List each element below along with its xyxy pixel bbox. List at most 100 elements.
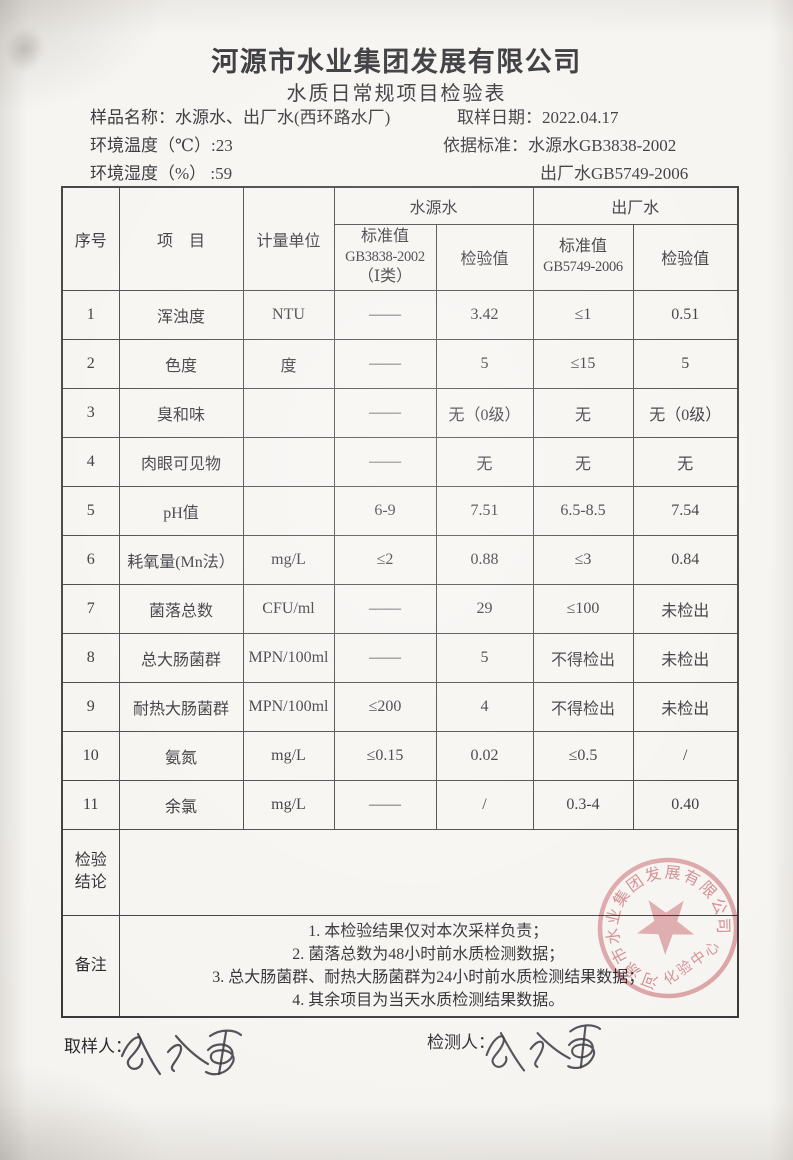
row-number: 10 bbox=[61, 730, 120, 781]
header-unit: 计量单位 bbox=[242, 186, 335, 291]
outlet-standard: ≤100 bbox=[532, 583, 634, 634]
row-number: 9 bbox=[61, 681, 120, 732]
source-value: 29 bbox=[435, 583, 534, 634]
row-number: 5 bbox=[61, 485, 120, 536]
source-standard: ≤200 bbox=[333, 681, 437, 732]
source-value: 3.42 bbox=[435, 289, 534, 340]
source-standard: —— bbox=[333, 583, 437, 634]
note-line: 4. 其余项目为当天水质检测结果数据。 bbox=[292, 991, 565, 1009]
unit: mg/L bbox=[242, 534, 335, 585]
tester-signature bbox=[485, 1024, 602, 1072]
item-name: 总大肠菌群 bbox=[118, 632, 244, 683]
standard-reference-source: 依据标准：水源水GB3838-2002 bbox=[443, 136, 677, 155]
outlet-value: 未检出 bbox=[632, 632, 739, 683]
source-standard: 6-9 bbox=[333, 485, 437, 536]
unit: mg/L bbox=[242, 730, 335, 781]
source-value: 7.51 bbox=[435, 485, 534, 536]
source-standard: —— bbox=[333, 387, 437, 438]
source-value: 0.88 bbox=[435, 534, 534, 585]
table-row: 11 余氯 mg/L —— / 0.3-4 0.40 bbox=[61, 779, 739, 830]
outlet-standard: ≤15 bbox=[532, 338, 634, 389]
sample-name-line: 样品名称：水源水、出厂水(西环路水厂) bbox=[90, 108, 391, 127]
outlet-standard: 无 bbox=[532, 436, 634, 487]
source-value: 4 bbox=[435, 681, 534, 732]
unit: 度 bbox=[242, 338, 335, 389]
row-number: 4 bbox=[61, 436, 120, 487]
sampling-date-line: 取样日期：2022.04.17 bbox=[457, 108, 619, 127]
conclusion-label-line2: 结论 bbox=[74, 874, 107, 891]
stamp-ring bbox=[597, 857, 739, 999]
outlet-value: 无 bbox=[632, 436, 739, 487]
table-row: 6 耗氧量(Mn法） mg/L ≤2 0.88 ≤3 0.84 bbox=[61, 534, 739, 585]
outlet-value: 5 bbox=[632, 338, 739, 389]
header-source-water: 水源水 bbox=[333, 186, 534, 225]
item-name: 色度 bbox=[118, 338, 244, 389]
source-standard-label: 标准值 bbox=[360, 228, 409, 245]
document-title: 水质日常规项目检验表 bbox=[286, 83, 507, 105]
outlet-standard: 不得检出 bbox=[532, 632, 634, 683]
conclusion-label: 检验 结论 bbox=[61, 828, 120, 916]
tester-label: 检测人： bbox=[427, 1033, 495, 1052]
env-temperature-line: 环境温度（℃）:23 bbox=[90, 136, 233, 155]
notes-content: 1. 本检验结果仅对本次采样负责； 2. 菌落总数为48小时前水质检测数据； 3… bbox=[118, 914, 739, 1018]
note-line: 1. 本检验结果仅对本次采样负责； bbox=[308, 922, 549, 940]
row-number: 2 bbox=[61, 338, 120, 389]
item-name: 耗氧量(Mn法） bbox=[118, 534, 244, 585]
note-line: 3. 总大肠菌群、耐热大肠菌群为24小时前水质检测结果数据； bbox=[212, 968, 645, 986]
row-number: 6 bbox=[61, 534, 120, 585]
outlet-standard: ≤3 bbox=[532, 534, 634, 585]
table-row: 7 菌落总数 CFU/ml —— 29 ≤100 未检出 bbox=[61, 583, 739, 634]
outlet-standard: 不得检出 bbox=[532, 681, 634, 732]
item-name: 耐热大肠菌群 bbox=[118, 681, 244, 732]
source-standard: ≤0.15 bbox=[333, 730, 437, 781]
item-name: 肉眼可见物 bbox=[118, 436, 244, 487]
outlet-value: 未检出 bbox=[632, 583, 739, 634]
outlet-value: 未检出 bbox=[632, 681, 739, 732]
source-value: 0.02 bbox=[435, 730, 534, 781]
outlet-standard-label: 标准值 bbox=[559, 238, 608, 255]
table-row: 8 总大肠菌群 MPN/100ml —— 5 不得检出 未检出 bbox=[61, 632, 739, 683]
source-value: 无 bbox=[435, 436, 534, 487]
company-title: 河源市水业集团发展有限公司 bbox=[211, 47, 582, 77]
outlet-value: 无（0级） bbox=[632, 387, 739, 438]
unit: CFU/ml bbox=[242, 583, 335, 634]
header-no: 序号 bbox=[61, 186, 120, 291]
header-source-standard: 标准值 GB3838-2002 （Ⅰ类） bbox=[333, 223, 437, 291]
item-name: pH值 bbox=[118, 485, 244, 536]
outlet-value: 0.84 bbox=[632, 534, 739, 585]
header-outlet-value: 检验值 bbox=[632, 223, 739, 291]
table-row: 1 浑浊度 NTU —— 3.42 ≤1 0.51 bbox=[61, 289, 739, 340]
source-value: 5 bbox=[435, 338, 534, 389]
source-standard-code: GB3838-2002 bbox=[345, 249, 425, 265]
item-name: 氨氮 bbox=[118, 730, 244, 781]
unit bbox=[242, 436, 335, 487]
table-row: 3 臭和味 —— 无（0级） 无 无（0级） bbox=[61, 387, 739, 438]
outlet-standard: 无 bbox=[532, 387, 634, 438]
unit bbox=[242, 485, 335, 536]
row-number: 3 bbox=[61, 387, 120, 438]
item-name: 浑浊度 bbox=[118, 289, 244, 340]
unit: mg/L bbox=[242, 779, 335, 830]
source-value: / bbox=[435, 779, 534, 830]
header-source-value: 检验值 bbox=[435, 223, 534, 291]
unit: MPN/100ml bbox=[242, 632, 335, 683]
table-row: 2 色度 度 —— 5 ≤15 5 bbox=[61, 338, 739, 389]
company-seal-stamp: 河源市水业集团发展有限公司 化验中心 bbox=[584, 844, 746, 1001]
outlet-standard: 6.5-8.5 bbox=[532, 485, 634, 536]
source-standard: —— bbox=[333, 779, 437, 830]
standard-reference-outlet: 出厂水GB5749-2006 bbox=[540, 164, 689, 183]
unit: NTU bbox=[242, 289, 335, 340]
outlet-value: 0.40 bbox=[632, 779, 739, 830]
sampler-signature bbox=[120, 1029, 243, 1076]
header-outlet-standard: 标准值 GB5749-2006 bbox=[532, 223, 634, 291]
source-standard: —— bbox=[333, 632, 437, 683]
source-standard: —— bbox=[333, 338, 437, 389]
item-name: 臭和味 bbox=[118, 387, 244, 438]
source-standard-class: （Ⅰ类） bbox=[357, 268, 413, 285]
outlet-standard: ≤0.5 bbox=[532, 730, 634, 781]
row-number: 11 bbox=[61, 779, 120, 830]
stamp-center-text: 化验中心 bbox=[660, 937, 724, 989]
row-number: 8 bbox=[61, 632, 120, 683]
row-number: 7 bbox=[61, 583, 120, 634]
